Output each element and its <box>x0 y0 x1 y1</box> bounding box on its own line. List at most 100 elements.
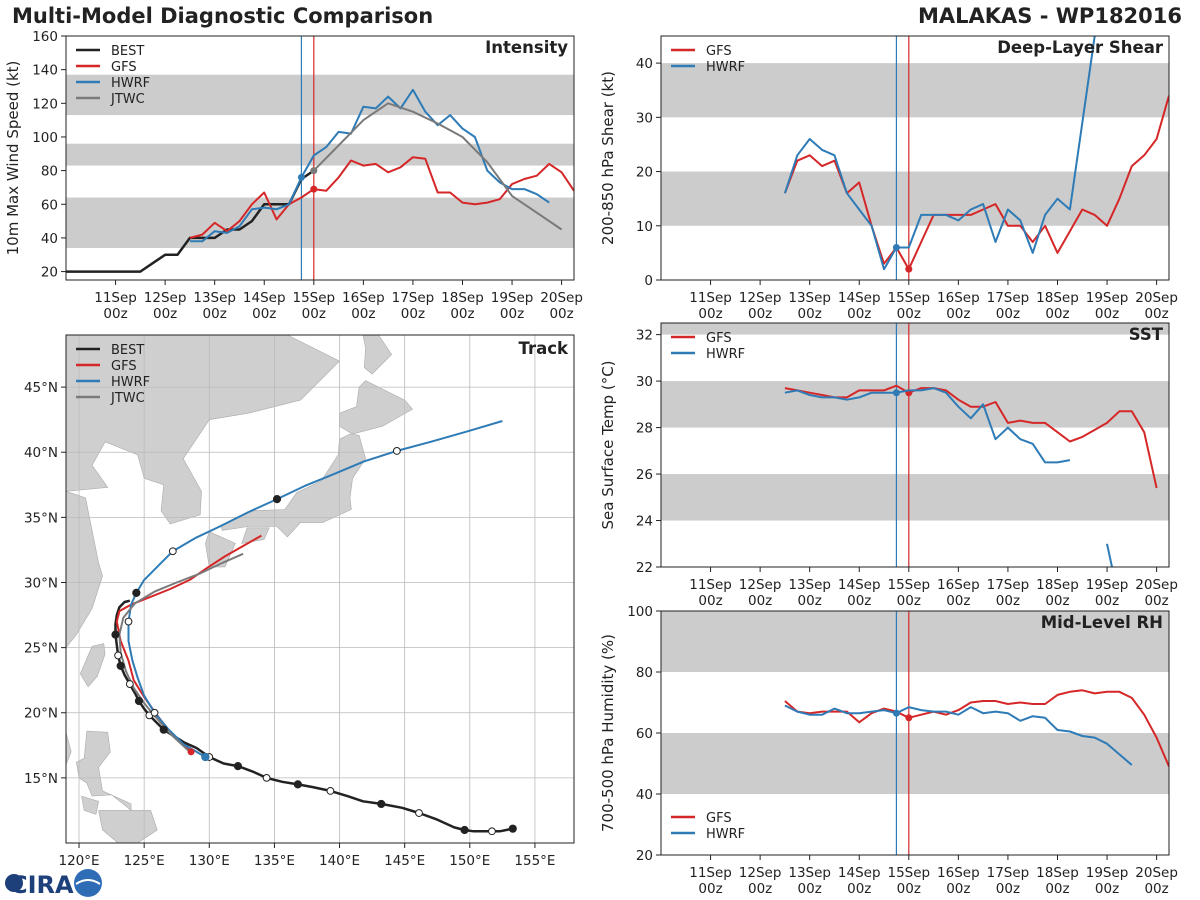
intensity-xtick-date: 13Sep <box>193 290 236 306</box>
rh-xtick-hour: 00z <box>996 881 1020 897</box>
track-point-best <box>233 762 243 771</box>
intensity-title: Intensity <box>485 38 568 57</box>
rh-panel: 2040608010011Sep00z12Sep00z13Sep00z14Sep… <box>599 604 1178 897</box>
shear-series-hwrf <box>783 36 1096 271</box>
intensity-xtick-date: 14Sep <box>243 290 286 306</box>
track-point-best <box>488 827 496 836</box>
rh-band <box>661 733 1169 794</box>
track-xtick-label: 150°E <box>449 853 490 869</box>
sst-band <box>661 474 1169 521</box>
land-visayas <box>98 810 158 843</box>
track-legend-label: HWRF <box>111 375 150 390</box>
track-point-best <box>293 780 302 789</box>
logo-wave-icon <box>75 879 101 885</box>
logo-emblem-icon <box>74 869 102 897</box>
track-point-best <box>415 809 423 817</box>
track-point-hwrf <box>168 547 177 556</box>
intensity-band <box>66 74 574 116</box>
shear-frame <box>660 35 1170 281</box>
sst-xtick-hour: 00z <box>1045 593 1069 609</box>
rh-ytick-label: 40 <box>636 787 653 803</box>
track-xtick-label: 140°E <box>319 853 360 869</box>
shear-xtick-date: 19Sep <box>1086 290 1129 306</box>
intensity-xtick-hour: 00z <box>252 306 276 322</box>
intensity-plot-area <box>66 36 574 280</box>
track-xtick-label: 145°E <box>384 853 425 869</box>
page-title: Multi-Model Diagnostic Comparison <box>12 4 434 28</box>
intensity-frame <box>65 35 575 281</box>
intensity-xtick-date: 20Sep <box>540 290 583 306</box>
track-ytick-label: 40°N <box>24 445 58 461</box>
intensity-xtick-hour: 00z <box>203 306 227 322</box>
sst-ylabel: Sea Surface Temp (°C) <box>599 360 617 529</box>
shear-legend-label: HWRF <box>706 60 745 75</box>
logo-text: CIRA <box>10 871 74 899</box>
track-init-point <box>201 753 210 762</box>
intensity-ytick-label: 100 <box>32 130 58 146</box>
rh-ytick-label: 80 <box>636 665 653 681</box>
land-sakhalin <box>362 335 392 375</box>
shear-xtick-hour: 00z <box>847 306 871 322</box>
rh-plot-area <box>661 611 1169 855</box>
shear-xtick-hour: 00z <box>698 306 722 322</box>
track-point-hwrf <box>150 708 159 717</box>
land-honshu <box>220 433 366 538</box>
sst-xtick-hour: 00z <box>897 593 921 609</box>
shear-xtick-date: 16Sep <box>937 290 980 306</box>
track-xtick-label: 130°E <box>189 853 230 869</box>
shear-xtick-hour: 00z <box>1095 306 1119 322</box>
intensity-xtick-hour: 00z <box>500 306 524 322</box>
rh-xtick-hour: 00z <box>698 881 722 897</box>
shear-legend-label: GFS <box>706 44 732 59</box>
rh-ytick-label: 60 <box>636 726 653 742</box>
intensity-xtick-hour: 00z <box>103 306 127 322</box>
track-legend-label: GFS <box>111 359 137 374</box>
rh-legend-label: HWRF <box>706 827 745 842</box>
rh-title: Mid-Level RH <box>1041 613 1163 632</box>
sst-series-hwrf <box>784 387 1071 464</box>
shear-plot-area <box>661 36 1169 280</box>
land-luzon <box>76 730 132 812</box>
intensity-ylabel: 10m Max Wind Speed (kt) <box>4 61 22 256</box>
intensity-xtick-hour: 00z <box>401 306 425 322</box>
intensity-ytick-label: 40 <box>41 231 58 247</box>
rh-inner <box>661 611 1169 855</box>
shear-xtick-hour: 00z <box>1045 306 1069 322</box>
rh-xtick-hour: 00z <box>847 881 871 897</box>
land-hainan-tip <box>66 732 72 765</box>
rh-ylabel: 700-500 hPa Humidity (%) <box>599 634 617 832</box>
sst-xtick-hour: 00z <box>748 593 772 609</box>
sst-xtick-hour: 00z <box>698 593 722 609</box>
intensity-init-point <box>310 185 318 193</box>
intensity-init-point <box>310 167 318 175</box>
intensity-legend-label: HWRF <box>111 76 150 91</box>
intensity-xtick-date: 17Sep <box>392 290 435 306</box>
shear-xtick-hour: 00z <box>946 306 970 322</box>
intensity-xtick-hour: 00z <box>153 306 177 322</box>
cira-logo: CIRA <box>5 869 102 899</box>
track-point-best <box>159 725 168 734</box>
track-ytick-label: 25°N <box>24 641 58 657</box>
track-ytick-label: 20°N <box>24 706 58 722</box>
intensity-band <box>66 197 574 249</box>
intensity-xtick-date: 12Sep <box>144 290 187 306</box>
intensity-ytick-label: 20 <box>41 265 58 281</box>
sst-init-point <box>892 389 900 397</box>
shear-ytick-label: 30 <box>636 110 653 126</box>
sst-band <box>661 381 1169 428</box>
track-xtick-label: 120°E <box>58 853 99 869</box>
intensity-ytick-label: 60 <box>41 197 58 213</box>
sst-legend-label: HWRF <box>706 347 745 362</box>
shear-inner <box>661 36 1169 280</box>
intensity-series-best <box>66 169 315 273</box>
intensity-band <box>66 143 574 166</box>
shear-xtick-date: 12Sep <box>739 290 782 306</box>
shear-series-gfs <box>783 95 1169 271</box>
sst-xtick-date: 15Sep <box>887 577 930 593</box>
shear-xtick-date: 18Sep <box>1036 290 1079 306</box>
intensity-xtick-hour: 00z <box>549 306 573 322</box>
sst-xtick-date: 17Sep <box>987 577 1030 593</box>
intensity-xtick-date: 16Sep <box>342 290 385 306</box>
sst-title: SST <box>1129 325 1164 344</box>
